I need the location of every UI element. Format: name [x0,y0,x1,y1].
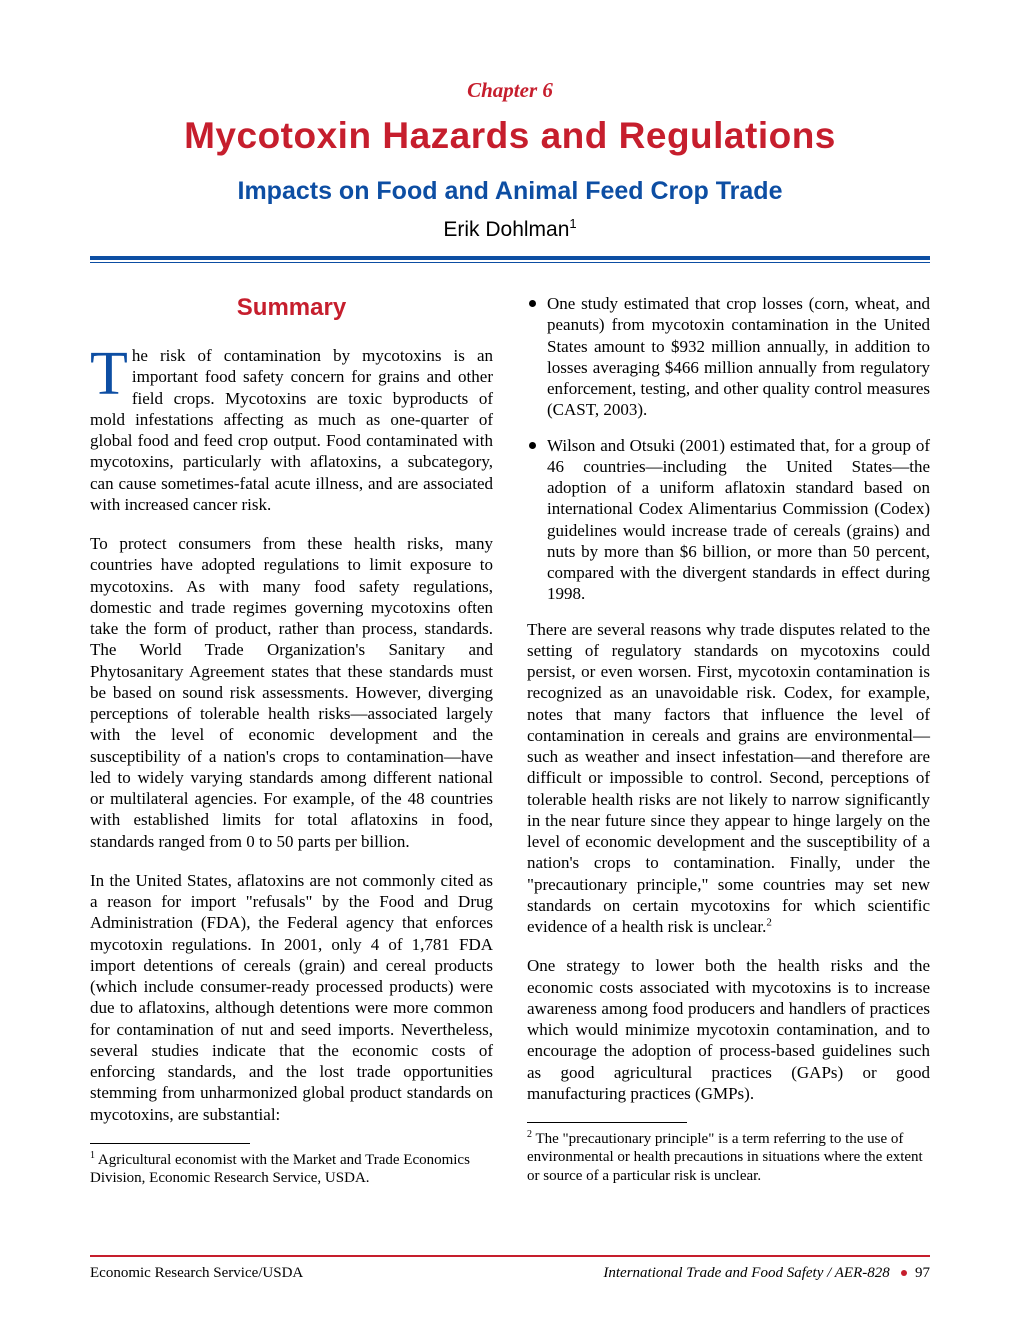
footer-right: International Trade and Food Safety / AE… [603,1265,930,1282]
author-line: Erik Dohlman1 [90,216,930,242]
body-columns: Summary The risk of contamination by myc… [90,293,930,1215]
page-footer: Economic Research Service/USDA Internati… [90,1255,930,1282]
footnote-1-block: 1 Agricultural economist with the Market… [90,1143,493,1188]
summary-p4-text: There are several reasons why trade disp… [527,620,930,937]
dropcap-letter: T [90,345,132,400]
inline-footnote-2-marker: 2 [766,916,772,928]
summary-paragraph-1: The risk of contamination by mycotoxins … [90,345,493,515]
bullet-item-1: One study estimated that crop losses (co… [527,293,930,421]
page-subtitle: Impacts on Food and Animal Feed Crop Tra… [90,177,930,206]
page-title: Mycotoxin Hazards and Regulations [90,115,930,157]
footnote-1-text: Agricultural economist with the Market a… [90,1152,470,1186]
footnote-rule-1 [90,1143,250,1144]
footnote-2-block: 2 The "precautionary principle" is a ter… [527,1122,930,1185]
footnote-2: 2 The "precautionary principle" is a ter… [527,1129,930,1185]
footnote-1: 1 Agricultural economist with the Market… [90,1150,493,1188]
footnote-2-text: The "precautionary principle" is a term … [527,1131,923,1184]
bullet-list: One study estimated that crop losses (co… [527,293,930,605]
chapter-label: Chapter 6 [90,78,930,103]
footnote-rule-2 [527,1122,687,1123]
footer-page-number: 97 [915,1265,930,1281]
header-rule-thick [90,256,930,260]
author-name: Erik Dohlman [443,218,569,241]
bullet-item-2: Wilson and Otsuki (2001) estimated that,… [527,435,930,605]
footer-bullet-icon [901,1270,907,1276]
summary-paragraph-2: To protect consumers from these health r… [90,533,493,852]
summary-heading: Summary [90,293,493,323]
header-rule-thin [90,262,930,263]
summary-paragraph-3: In the United States, aflatoxins are not… [90,870,493,1125]
footer-left: Economic Research Service/USDA [90,1265,303,1282]
summary-paragraph-5: One strategy to lower both the health ri… [527,955,930,1104]
summary-p1-text: he risk of contamination by mycotoxins i… [90,346,493,514]
footer-publication: International Trade and Food Safety / AE… [603,1265,889,1281]
author-footnote-marker: 1 [569,216,576,231]
summary-paragraph-4: There are several reasons why trade disp… [527,619,930,938]
